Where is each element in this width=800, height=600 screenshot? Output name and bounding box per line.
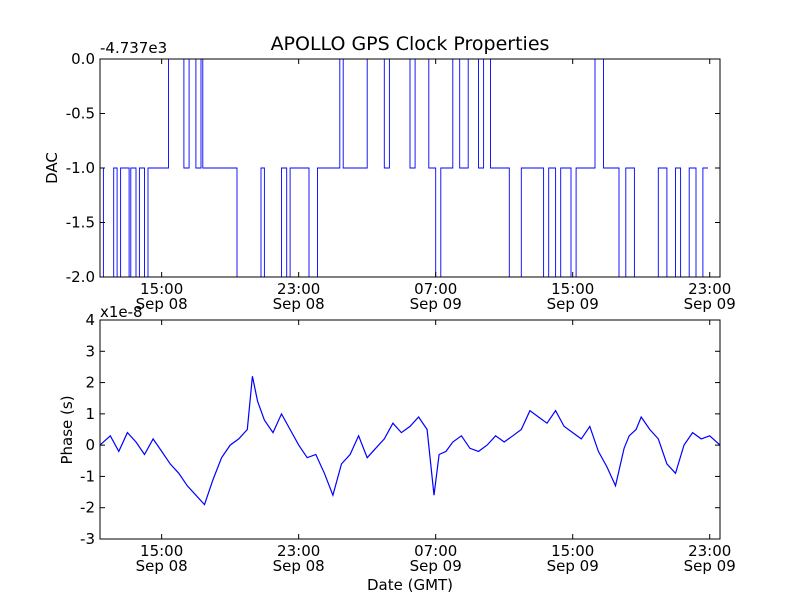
y-tick-label: -1.0 <box>66 159 95 177</box>
chart-title: APOLLO GPS Clock Properties <box>271 33 550 55</box>
y-tick-label: 0.0 <box>71 50 95 68</box>
phase-series-line <box>99 376 721 506</box>
x-tick-time-label: 07:00 <box>414 542 457 560</box>
y-tick-label: 2 <box>85 374 95 392</box>
x-tick-date-label: Sep 09 <box>410 295 462 313</box>
x-tick-date-label: Sep 09 <box>547 557 599 575</box>
dac-axes-frame <box>99 58 721 278</box>
x-tick-time-label: 15:00 <box>140 280 183 298</box>
x-tick-date-label: Sep 08 <box>273 295 325 313</box>
x-tick-time-label: 23:00 <box>688 542 731 560</box>
x-tick-date-label: Sep 08 <box>273 557 325 575</box>
y-tick-label: -2.0 <box>66 268 95 286</box>
phase-axes-frame <box>99 319 721 540</box>
x-tick-date-label: Sep 09 <box>410 557 462 575</box>
x-tick-date-label: Sep 09 <box>547 295 599 313</box>
dac-series <box>100 58 708 278</box>
x-tick-date-label: Sep 09 <box>684 295 736 313</box>
x-tick-date-label: Sep 08 <box>136 295 188 313</box>
x-tick-time-label: 15:00 <box>140 542 183 560</box>
dac-series-line <box>100 58 708 278</box>
y-tick-label: 0 <box>85 436 95 454</box>
y-tick-label: 1 <box>85 405 95 423</box>
x-axis-label: Date (GMT) <box>367 576 453 594</box>
y-tick-label: -3 <box>80 530 95 548</box>
phase-plot-area <box>100 320 720 539</box>
x-tick-time-label: 23:00 <box>277 280 320 298</box>
y-tick-label: -0.5 <box>66 105 95 123</box>
x-tick-time-label: 23:00 <box>277 542 320 560</box>
x-tick-date-label: Sep 08 <box>136 557 188 575</box>
x-tick-time-label: 07:00 <box>414 280 457 298</box>
y-tick-label: -2 <box>80 499 95 517</box>
phase-offset-label: x1e-8 <box>100 303 143 321</box>
y-tick-label: 4 <box>85 311 95 329</box>
y-tick-label: -1 <box>80 467 95 485</box>
phase-ylabel: Phase (s) <box>58 395 76 464</box>
phase-series <box>99 376 721 506</box>
x-tick-time-label: 15:00 <box>551 542 594 560</box>
y-tick-label: 3 <box>85 342 95 360</box>
dac-ylabel: DAC <box>43 152 61 184</box>
x-tick-time-label: 15:00 <box>551 280 594 298</box>
dac-offset-label: -4.737e3 <box>100 39 167 57</box>
x-tick-date-label: Sep 09 <box>684 557 736 575</box>
x-tick-time-label: 23:00 <box>688 280 731 298</box>
y-tick-label: -1.5 <box>66 214 95 232</box>
